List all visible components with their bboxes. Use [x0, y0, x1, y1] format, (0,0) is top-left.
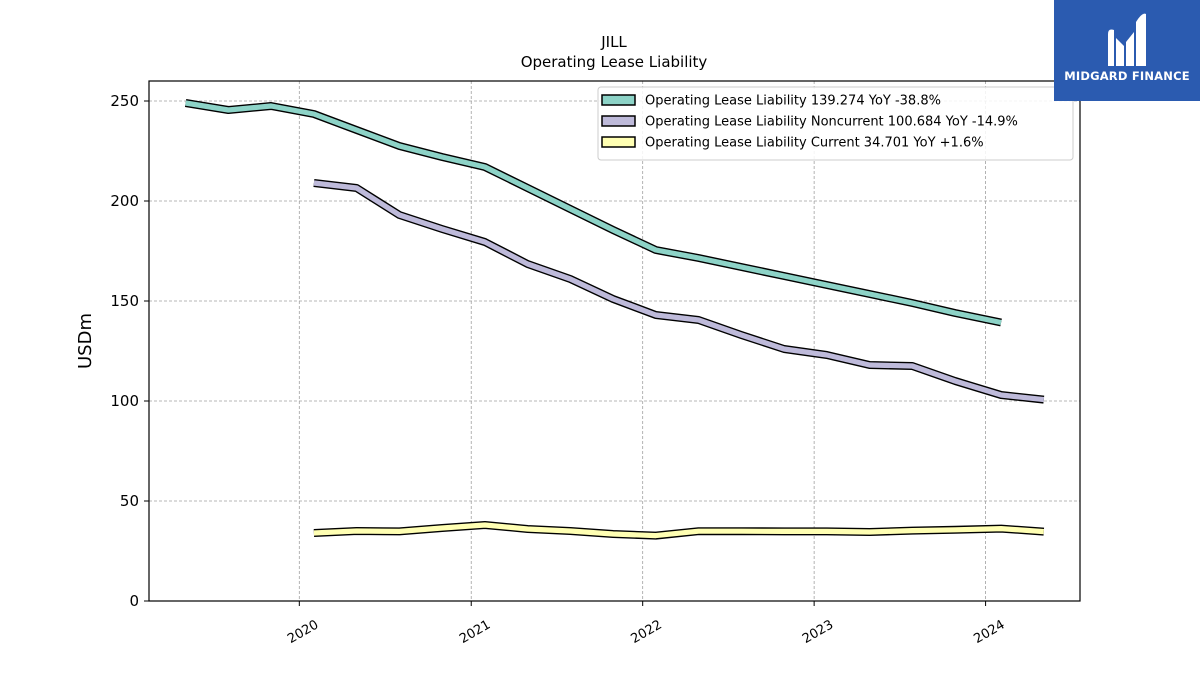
y-tick-label: 50: [120, 492, 139, 510]
series-1-outline: [313, 179, 1045, 404]
series-2-line: [313, 522, 1044, 539]
axes: 0 50 100 150 200 250 2020 2021 2022 2023 2024: [110, 92, 1007, 647]
y-tick-label: 250: [110, 92, 139, 110]
chart-title: JILL: [600, 33, 627, 51]
x-tick-label: 2021: [457, 617, 493, 647]
legend-swatch: [601, 136, 636, 148]
chart-subtitle: Operating Lease Liability: [521, 53, 708, 71]
legend-entry-label: Operating Lease Liability Current 34.701…: [645, 136, 984, 151]
legend-swatch: [601, 115, 636, 127]
legend-entry-label: Operating Lease Liability Noncurrent 100…: [645, 115, 1018, 130]
legend-swatch: [601, 94, 636, 106]
series-layer: [184, 99, 1045, 540]
legend-entry-label: Operating Lease Liability 139.274 YoY -3…: [645, 94, 941, 109]
x-tick-label: 2024: [971, 617, 1007, 647]
y-axis-label: USDm: [75, 313, 96, 369]
logo-mark-icon: [1108, 13, 1146, 66]
y-tick-label: 200: [110, 192, 139, 210]
y-tick-label: 150: [110, 292, 139, 310]
brand-logo: MIDGARD FINANCE: [1054, 0, 1200, 101]
x-tick-label: 2020: [285, 617, 321, 647]
x-tick-label: 2022: [629, 617, 665, 647]
y-tick-label: 0: [129, 592, 139, 610]
x-tick-label: 2023: [800, 617, 836, 647]
legend-box: [597, 86, 1074, 161]
plot-frame: [148, 80, 1081, 602]
y-tick-label: 100: [110, 392, 139, 410]
legend[interactable]: Operating Lease Liability 139.274 YoY -3…: [597, 86, 1074, 161]
series-0-line: [185, 100, 1002, 326]
series-1-line: [313, 180, 1045, 403]
logo-text: MIDGARD FINANCE: [1064, 69, 1190, 83]
